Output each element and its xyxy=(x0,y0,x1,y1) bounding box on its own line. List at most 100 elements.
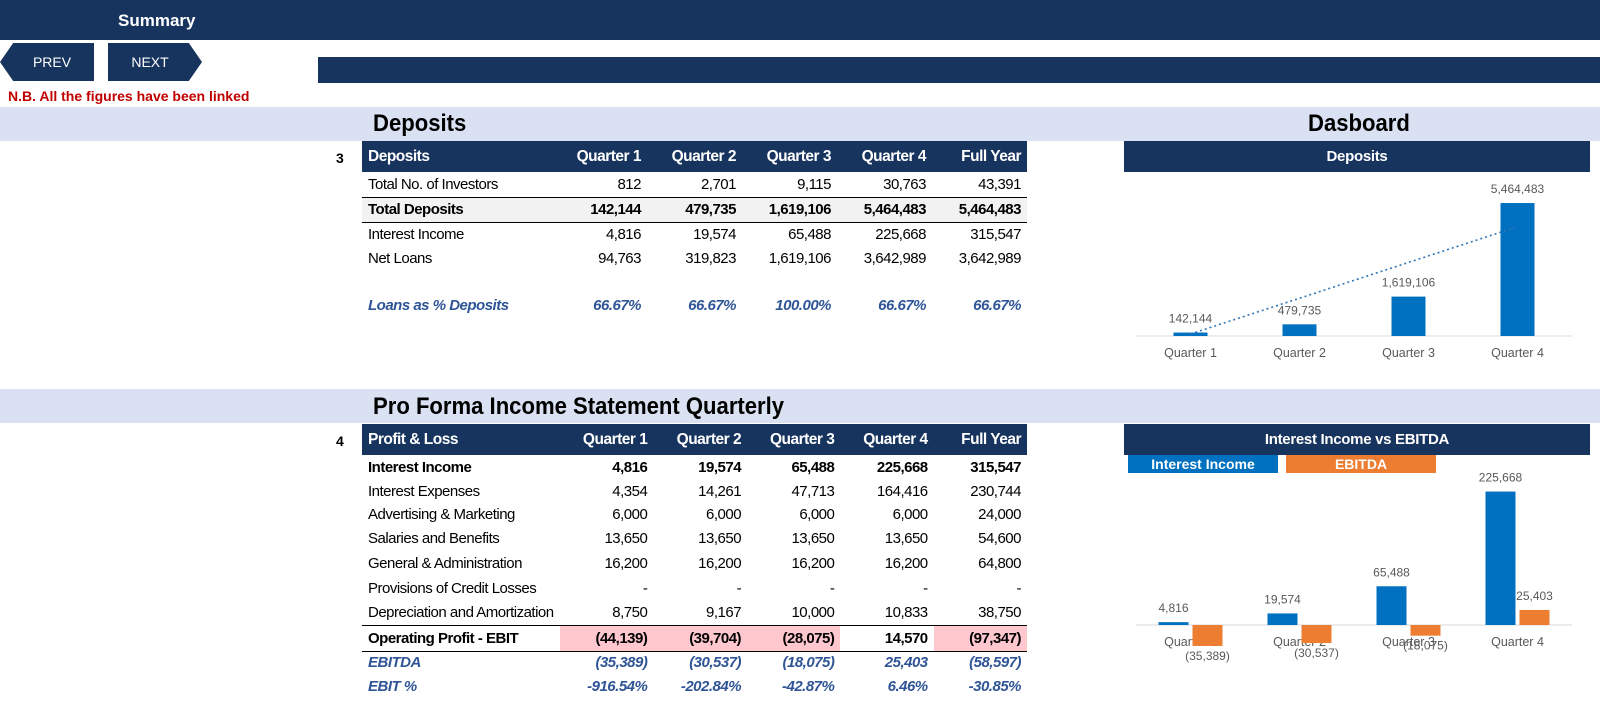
cell-value: 10,833 xyxy=(884,604,928,622)
cell-value: -916.54% xyxy=(587,677,648,695)
cell-value: 13,650 xyxy=(791,529,835,547)
x-tick-label: Quarter 1 xyxy=(1164,346,1217,360)
table-row: Advertising & Marketing 6,000 6,000 6,000 6,… xyxy=(362,503,1027,526)
cell-value: 19,574 xyxy=(698,459,742,476)
column-header: Quarter 4 xyxy=(840,424,934,455)
column-header: Quarter 3 xyxy=(747,424,841,455)
row-label: Operating Profit - EBIT xyxy=(362,624,560,652)
data-label: 5,464,483 xyxy=(1491,182,1545,196)
row-label: Interest Expenses xyxy=(368,483,480,500)
legend-label: Interest Income xyxy=(1151,456,1255,472)
data-label: 65,488 xyxy=(1373,565,1410,579)
legend-swatch-ebitda xyxy=(1286,455,1436,473)
cell-value: 13,650 xyxy=(698,529,742,547)
cell-value: 16,200 xyxy=(884,554,928,572)
cell-value: (30,537) xyxy=(689,654,742,672)
row-label: Interest Income xyxy=(368,459,472,476)
deposits-section-title: Deposits xyxy=(373,110,467,137)
cell-value: 66.67% xyxy=(878,296,926,314)
row-label: EBIT % xyxy=(368,677,417,695)
legend-swatch-interest-income xyxy=(1128,455,1278,473)
cell-value: (58,597) xyxy=(969,654,1021,672)
header-subbar xyxy=(318,57,1600,83)
cell-value: (97,347) xyxy=(933,624,1027,652)
x-tick-label: Quarter 2 xyxy=(1273,346,1326,360)
cell-value: (28,075) xyxy=(747,624,841,652)
header-bar xyxy=(0,0,1600,40)
income-band xyxy=(0,389,1600,423)
bar-deposits xyxy=(1500,203,1535,336)
row-label: EBITDA xyxy=(368,654,421,672)
table-row: Interest Expenses 4,354 14,261 47,713 164,41… xyxy=(362,480,1027,503)
cell-value: 6,000 xyxy=(892,506,929,523)
cell-value: 16,200 xyxy=(698,554,742,572)
table-row: Depreciation and Amortization 8,750 9,167 1… xyxy=(362,601,1027,625)
row-label: Provisions of Credit Losses xyxy=(368,580,537,597)
column-header: Full Year xyxy=(932,141,1027,172)
cell-value: 479,735 xyxy=(647,196,742,223)
cell-value: 13,650 xyxy=(604,529,648,547)
cell-value: 25,403 xyxy=(884,654,928,672)
cell-value: 1,619,106 xyxy=(768,249,832,267)
bar-interest-income xyxy=(1158,622,1189,625)
deposits-table: Deposits Quarter 1 Quarter 2 Quarter 3 Quart… xyxy=(362,141,1027,318)
column-header: Quarter 3 xyxy=(742,141,837,172)
data-label: (18,075) xyxy=(1403,639,1448,653)
cell-value: - xyxy=(642,580,648,597)
next-button[interactable]: NEXT xyxy=(108,43,202,81)
deposits-header-row: Deposits Quarter 1 Quarter 2 Quarter 3 Quart… xyxy=(362,141,1027,172)
bar-interest-income xyxy=(1376,586,1407,625)
cell-value: 16,200 xyxy=(791,554,835,572)
cell-value: 65,488 xyxy=(791,459,835,476)
table-row: General & Administration 16,200 16,200 16,2… xyxy=(362,550,1027,576)
cell-value: (18,075) xyxy=(782,654,835,672)
cell-value: - xyxy=(1016,580,1022,597)
prev-button[interactable]: PREV xyxy=(0,43,94,81)
cell-value: 2,701 xyxy=(700,175,737,193)
x-tick-label: Quarter 3 xyxy=(1382,635,1435,649)
cell-value: 30,763 xyxy=(883,175,926,193)
cell-value: 19,574 xyxy=(693,225,736,243)
cell-value: 8,750 xyxy=(612,604,648,622)
cell-value: 3,642,989 xyxy=(863,249,927,267)
column-header: Quarter 1 xyxy=(552,141,647,172)
cell-value: 54,600 xyxy=(978,529,1021,547)
table-row: Operating Profit - EBIT (44,139) (39,704)(… xyxy=(362,624,1027,652)
data-label: 479,735 xyxy=(1278,303,1322,317)
column-header: Quarter 4 xyxy=(837,141,932,172)
cell-value: - xyxy=(736,580,742,597)
column-header: Full Year xyxy=(933,424,1027,455)
cell-value: - xyxy=(923,580,928,597)
table-row: Provisions of Credit Losses - - - - - xyxy=(362,576,1027,601)
deposits-band xyxy=(0,107,1600,141)
cell-value: 9,115 xyxy=(797,175,831,193)
bar-ebitda xyxy=(1192,625,1223,646)
bar-interest-income xyxy=(1267,613,1298,625)
row-label: Depreciation and Amortization xyxy=(368,604,554,622)
spacer-row xyxy=(362,270,1027,292)
column-header: Quarter 2 xyxy=(653,424,748,455)
cell-value: 319,823 xyxy=(685,249,736,267)
table-row: Total Deposits 142,144 479,735 1,619,106 5,4… xyxy=(362,196,1027,223)
data-label: 25,403 xyxy=(1516,589,1553,603)
x-tick-label: Quarter 4 xyxy=(1491,346,1544,360)
cell-value: -42.87% xyxy=(781,677,835,695)
cell-value: 812 xyxy=(617,175,641,193)
cell-value: 38,750 xyxy=(978,604,1021,622)
cell-value: (39,704) xyxy=(653,624,748,652)
income-section-title: Pro Forma Income Statement Quarterly xyxy=(373,393,785,420)
cell-value: 66.67% xyxy=(593,296,641,314)
cell-value: 1,619,106 xyxy=(742,196,837,223)
row-label: Advertising & Marketing xyxy=(368,506,515,523)
cell-value: 14,261 xyxy=(698,483,742,500)
deposits-chart-title: Deposits xyxy=(1124,141,1590,172)
trendline xyxy=(1190,225,1518,335)
cell-value: -202.84% xyxy=(680,677,742,695)
cell-value: 6,000 xyxy=(612,506,648,523)
x-tick-label: Quarter 3 xyxy=(1382,346,1435,360)
cell-value: 66.67% xyxy=(688,296,736,314)
row-label: Salaries and Benefits xyxy=(368,529,500,547)
row-label: Net Loans xyxy=(368,249,432,267)
cell-value: 47,713 xyxy=(791,483,835,500)
deposits-chart: 142,144 Quarter 1 479,735 Quarter 2 1,619,10… xyxy=(1136,182,1572,360)
